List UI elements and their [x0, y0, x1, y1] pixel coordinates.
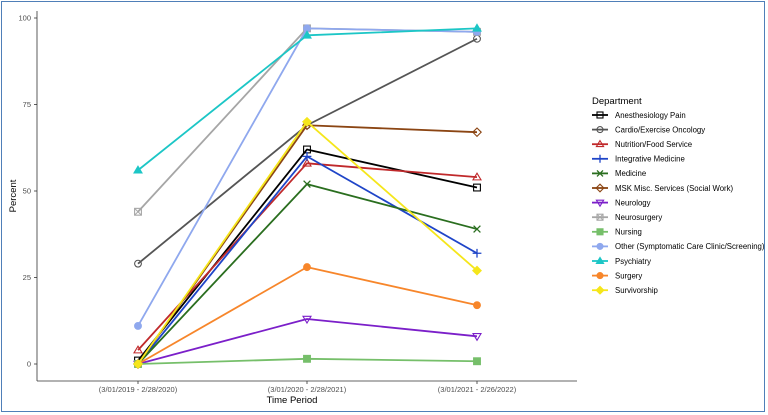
- series-medicine: [134, 180, 481, 368]
- series-line: [137, 37, 478, 265]
- legend-label: Neurology: [615, 198, 651, 207]
- legend-item: Other (Symptomatic Care Clinic/Screening…: [592, 242, 765, 251]
- legend-item: Anesthesiology Pain: [592, 111, 686, 120]
- legend-item: Medicine: [592, 169, 646, 178]
- data-point: [133, 345, 143, 354]
- data-point: [473, 183, 481, 192]
- data-point: [134, 321, 142, 330]
- legend: Department Anesthesiology Pain Cardio/Exe…: [592, 96, 765, 295]
- series-psychiatry: [133, 23, 482, 174]
- y-tick-label: 100: [18, 14, 31, 23]
- data-point: [473, 357, 481, 366]
- data-point: [134, 259, 142, 268]
- data-point: [303, 180, 311, 188]
- series-line: [137, 155, 478, 365]
- data-point: [473, 301, 481, 310]
- data-point: [595, 256, 605, 264]
- data-point: [596, 126, 604, 134]
- legend-item: Psychiatry: [592, 256, 651, 266]
- legend-label: Nutrition/Food Service: [615, 140, 692, 149]
- x-tick-label: (3/01/2019 - 2/28/2020): [99, 385, 178, 394]
- legend-label: Nursing: [615, 228, 642, 237]
- data-point: [472, 127, 482, 138]
- data-point: [472, 172, 482, 181]
- legend-label: Survivorship: [615, 286, 659, 295]
- series-line: [137, 266, 478, 365]
- axes: [36, 11, 577, 382]
- data-point: [303, 263, 311, 272]
- x-tick-label: (3/01/2021 - 2/26/2022): [438, 385, 517, 394]
- y-tick-label: 0: [27, 360, 31, 369]
- legend-label: Neurosurgery: [615, 213, 662, 222]
- series-nursing: [134, 354, 481, 368]
- series-line: [137, 162, 478, 351]
- data-point: [472, 23, 482, 32]
- data-point: [133, 165, 143, 174]
- legend-label: Other (Symptomatic Care Clinic/Screening…: [615, 242, 765, 251]
- series-survivorship: [133, 116, 482, 369]
- y-axis-title: Percent: [8, 179, 19, 212]
- legend-title: Department: [592, 96, 642, 107]
- data-point: [303, 354, 311, 363]
- series-line: [137, 318, 478, 365]
- legend-item: Integrative Medicine: [592, 155, 685, 164]
- y-tick-label: 50: [23, 187, 31, 196]
- legend-item: Nursing: [592, 228, 642, 237]
- legend-label: Integrative Medicine: [615, 155, 685, 164]
- legend-item: Surgery: [592, 271, 642, 280]
- data-point: [302, 116, 312, 127]
- data-point: [472, 248, 482, 258]
- data-point: [302, 152, 312, 161]
- y-tick-label: 25: [23, 273, 31, 282]
- x-axis-title: Time Period: [267, 395, 318, 406]
- data-point: [595, 183, 605, 193]
- x-tick-label: (3/01/2020 - 2/28/2021): [268, 385, 347, 394]
- legend-label: Anesthesiology Pain: [615, 111, 686, 120]
- series-cardio-exercise-oncology: [134, 34, 481, 268]
- data-point: [472, 265, 482, 276]
- data-point: [595, 139, 605, 148]
- data-point: [473, 225, 481, 233]
- legend-item: MSK Misc. Services (Social Work): [592, 183, 734, 193]
- legend-item: Neurology: [592, 198, 651, 207]
- legend-item: Survivorship: [592, 285, 659, 295]
- data-point: [302, 30, 312, 39]
- data-point: [302, 315, 312, 325]
- data-point: [134, 207, 142, 216]
- data-point: [596, 272, 604, 280]
- data-point: [133, 359, 143, 369]
- legend-label: Surgery: [615, 271, 642, 280]
- legend-label: Medicine: [615, 169, 646, 178]
- data-point: [596, 169, 604, 177]
- data-point: [596, 111, 604, 119]
- legend-label: Cardio/Exercise Oncology: [615, 125, 705, 134]
- data-point: [473, 34, 481, 43]
- legend-item: Neurosurgery: [592, 213, 662, 222]
- data-point: [595, 199, 605, 208]
- data-point: [596, 154, 604, 163]
- data-point: [595, 285, 605, 295]
- data-point: [472, 333, 482, 342]
- x-ticks: (3/01/2019 - 2/28/2020) (3/01/2020 - 2/28…: [99, 381, 517, 394]
- data-point: [596, 228, 604, 236]
- y-ticks: 0 25 50 75 100: [18, 14, 37, 369]
- series-lines: [133, 23, 482, 370]
- data-point: [596, 242, 604, 250]
- series-line: [137, 148, 478, 362]
- legend-label: Psychiatry: [615, 257, 651, 266]
- legend-item: Cardio/Exercise Oncology: [592, 125, 705, 134]
- series-nutrition-food-service: [133, 158, 482, 354]
- series-line: [137, 27, 478, 327]
- data-point: [596, 213, 604, 221]
- data-point: [302, 158, 312, 167]
- y-tick-label: 75: [23, 100, 31, 109]
- legend-label: MSK Misc. Services (Social Work): [615, 184, 734, 193]
- series-line: [137, 183, 478, 365]
- legend-item: Nutrition/Food Service: [592, 139, 692, 149]
